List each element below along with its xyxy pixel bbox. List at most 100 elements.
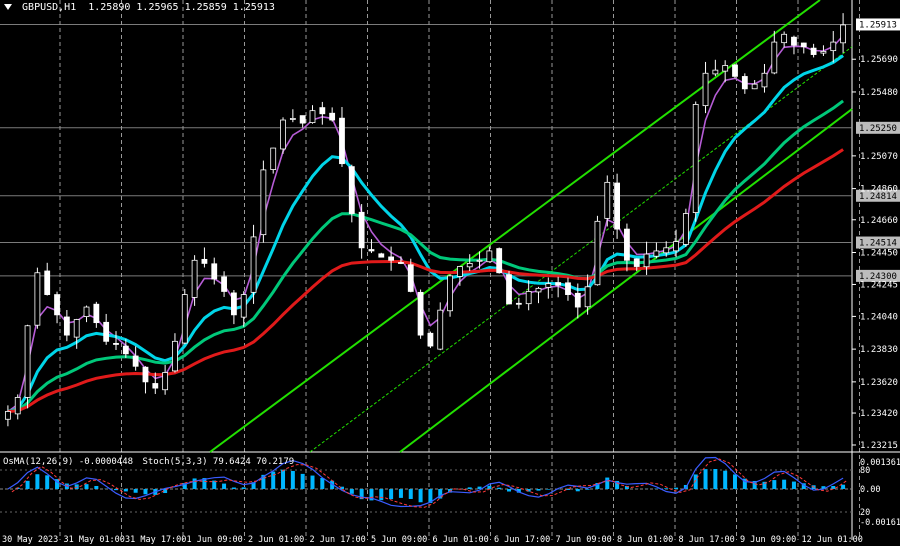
candle-body bbox=[437, 309, 444, 350]
osma-bar bbox=[497, 487, 502, 489]
osma-bar bbox=[310, 475, 315, 489]
candle-body bbox=[447, 275, 453, 312]
candle-body bbox=[663, 247, 670, 254]
osc-tick-label: 80 bbox=[860, 466, 870, 476]
osma-bar bbox=[713, 469, 718, 489]
candle-body bbox=[73, 319, 80, 338]
candle-body bbox=[191, 259, 198, 298]
osma-bar bbox=[575, 489, 580, 492]
osma-bar bbox=[546, 489, 551, 490]
time-label: 2 Jun 01:00 bbox=[248, 535, 304, 545]
osma-bar bbox=[379, 489, 384, 501]
price-tick-label: 1.25690 bbox=[860, 55, 898, 65]
price-tick-label: 1.24860 bbox=[860, 185, 898, 195]
osma-bar bbox=[35, 474, 40, 489]
candle-body bbox=[820, 51, 827, 54]
candle-body bbox=[201, 258, 208, 264]
candle-body bbox=[368, 249, 375, 252]
osma-bar bbox=[831, 485, 836, 489]
osma-bar bbox=[487, 485, 492, 489]
candle-body bbox=[24, 325, 31, 398]
price-tick-label: 1.23830 bbox=[860, 345, 898, 355]
osma-bar bbox=[428, 489, 433, 504]
candle-body bbox=[584, 286, 591, 308]
candle-body bbox=[682, 213, 689, 245]
osma-bar bbox=[192, 478, 197, 489]
candle-body bbox=[348, 166, 355, 214]
osma-bar bbox=[281, 469, 286, 489]
osma-bar bbox=[241, 487, 246, 489]
ohlc-values: 1.25890 1.25965 1.25859 1.25913 bbox=[88, 2, 275, 13]
candle-body bbox=[633, 258, 640, 267]
candle-body bbox=[722, 65, 729, 72]
osma-bar bbox=[320, 477, 325, 489]
osma-bar bbox=[664, 488, 669, 489]
candle-body bbox=[358, 211, 365, 249]
osma-bar bbox=[467, 487, 472, 489]
price-tick-label: 1.25480 bbox=[860, 88, 898, 98]
candle-body bbox=[761, 72, 768, 88]
osma-bar bbox=[821, 486, 826, 489]
osma-bar bbox=[143, 489, 148, 495]
candle-body bbox=[486, 250, 493, 263]
candle-body bbox=[692, 104, 699, 213]
candle-body bbox=[525, 291, 532, 305]
osma-bar bbox=[772, 480, 777, 489]
candle-body bbox=[162, 372, 169, 391]
dropdown-arrow-icon[interactable] bbox=[4, 4, 12, 10]
osma-bar bbox=[290, 470, 295, 489]
osma-bar bbox=[251, 482, 256, 489]
time-label: 5 Jun 09:00 bbox=[371, 535, 427, 545]
candle-body bbox=[732, 64, 738, 77]
osma-bar bbox=[349, 489, 354, 494]
candle-body bbox=[309, 110, 316, 123]
time-label: 31 May 01:00 bbox=[64, 535, 125, 545]
candle-body bbox=[407, 264, 414, 292]
osma-bar bbox=[536, 489, 541, 491]
time-label: 8 Jun 17:00 bbox=[679, 535, 735, 545]
candle-body bbox=[830, 41, 837, 52]
candle-body bbox=[417, 291, 424, 336]
osc-tick-label: 20 bbox=[860, 508, 870, 518]
time-label: 8 Jun 01:00 bbox=[617, 535, 673, 545]
osma-bar bbox=[212, 480, 217, 489]
candle-body bbox=[702, 72, 709, 107]
osma-bar bbox=[615, 480, 620, 489]
candle-body bbox=[221, 276, 227, 292]
candle-body bbox=[555, 282, 562, 286]
osma-bar bbox=[841, 484, 846, 489]
candle-body bbox=[741, 76, 748, 90]
candle-body bbox=[456, 266, 463, 277]
price-level-label: 1.25913 bbox=[859, 20, 897, 30]
candle-body bbox=[260, 169, 267, 236]
price-level-box bbox=[856, 236, 900, 249]
osma-bar bbox=[94, 485, 99, 489]
ema-mid-line bbox=[7, 54, 844, 413]
stoch-label: Stoch(5,3,3) 79.6424 70.2179 bbox=[142, 457, 295, 467]
osma-bar bbox=[595, 483, 600, 489]
osma-bar bbox=[516, 489, 521, 493]
candle-body bbox=[643, 253, 650, 268]
candle-body bbox=[240, 294, 247, 318]
ema-200-line bbox=[7, 148, 844, 413]
candle-body bbox=[653, 250, 660, 257]
candle-body bbox=[83, 306, 90, 317]
candle-body bbox=[398, 262, 404, 264]
osma-bar bbox=[369, 489, 374, 501]
osma-bar bbox=[733, 474, 738, 489]
candle-body bbox=[280, 119, 286, 150]
candle-body bbox=[152, 383, 159, 389]
candle-body bbox=[54, 294, 60, 316]
osma-bar bbox=[477, 486, 482, 489]
candle-body bbox=[476, 259, 483, 262]
candle-body bbox=[142, 366, 149, 383]
osma-bar bbox=[84, 484, 89, 489]
ema-slow-line bbox=[7, 99, 844, 413]
candle-body bbox=[800, 42, 807, 48]
osma-bar bbox=[526, 489, 531, 492]
osma-bar bbox=[55, 479, 60, 489]
osma-bar bbox=[585, 489, 590, 490]
osma-bar bbox=[782, 479, 787, 489]
